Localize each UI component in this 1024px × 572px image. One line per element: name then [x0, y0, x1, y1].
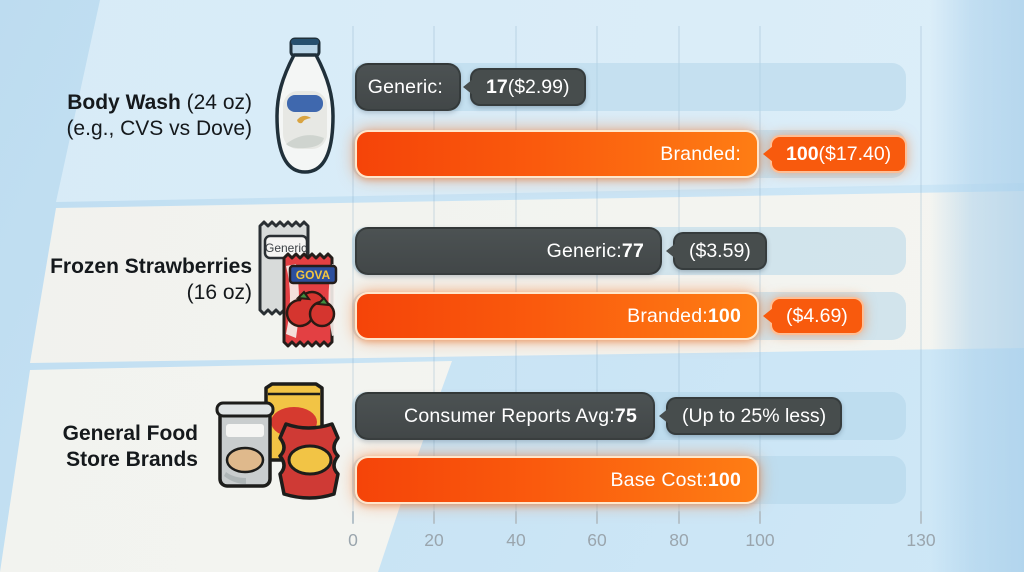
callout-strawberries-generic: ($3.59) [666, 232, 767, 270]
axis-tick [920, 511, 922, 524]
category-name-line2: Store Brands [66, 448, 198, 471]
bar-label: Branded: [660, 142, 741, 165]
axis-tick [352, 511, 354, 524]
callout-arrow [763, 146, 773, 162]
axis-tick [515, 511, 517, 524]
right-edge-tint [930, 0, 1024, 572]
axis-label-40: 40 [506, 530, 526, 550]
strawberry-bags-icon: Generic GOVA [258, 220, 338, 348]
category-subtitle: (e.g., CVS vs Dove) [66, 117, 252, 140]
category-name: General Food [62, 422, 198, 445]
gridline-130 [920, 26, 922, 518]
axis-label-80: 80 [669, 530, 689, 550]
callout-value: 17 [486, 75, 508, 98]
bar-bodywash-branded: Branded: [355, 130, 759, 178]
bar-label: Consumer Reports Avg: [404, 404, 615, 427]
callout-arrow [463, 79, 473, 95]
callout-food-consumer-reports: (Up to 25% less) [659, 397, 843, 435]
axis-label-60: 60 [587, 530, 607, 550]
category-name: Body Wash [67, 91, 181, 114]
category-size: (24 oz) [180, 91, 252, 114]
bar-value: 75 [614, 404, 637, 427]
callout-price: ($4.69) [786, 304, 848, 327]
bar-food-base-cost: Base Cost: 100 [355, 456, 759, 504]
gridline-0 [352, 26, 354, 518]
category-name: Frozen Strawberries [50, 255, 252, 278]
axis-label-130: 130 [906, 530, 936, 550]
callout-value: 100 [786, 142, 819, 165]
callout-strawberries-branded: ($4.69) [763, 297, 864, 335]
body-wash-bottle-icon [275, 37, 335, 174]
callout-price: ($17.40) [818, 142, 892, 165]
bar-value: 100 [707, 304, 741, 327]
category-label-food-brands: General Food Store Brands [16, 421, 198, 473]
bar-label: Branded: [627, 304, 708, 327]
bar-label: Generic: [367, 75, 443, 98]
callout-arrow [763, 308, 773, 324]
bar-strawberries-generic: Generic: 77 [355, 227, 662, 275]
bar-label: Base Cost: [610, 468, 708, 491]
brand-bag-label: GOVA [296, 268, 331, 282]
callout-price: ($2.99) [507, 75, 570, 98]
category-label-body-wash: Body Wash (24 oz) (e.g., CVS vs Dove) [28, 90, 252, 142]
callout-arrow [666, 243, 676, 259]
category-label-strawberries: Frozen Strawberries (16 oz) [16, 254, 252, 306]
bar-bodywash-generic: Generic: [355, 63, 461, 111]
bar-food-consumer-reports: Consumer Reports Avg: 75 [355, 392, 655, 440]
food-items-icon [215, 382, 340, 500]
axis-tick [678, 511, 680, 524]
bar-value: 100 [707, 468, 741, 491]
callout-bodywash-branded: 100 ($17.40) [763, 135, 908, 173]
bar-value: 77 [621, 239, 644, 262]
callout-arrow [659, 408, 669, 424]
axis-tick [596, 511, 598, 524]
axis-tick [759, 511, 761, 524]
axis-label-100: 100 [745, 530, 775, 550]
axis-label-0: 0 [348, 530, 358, 550]
callout-bodywash-generic: 17 ($2.99) [463, 68, 586, 106]
callout-note: (Up to 25% less) [682, 404, 827, 427]
category-size: (16 oz) [186, 281, 252, 304]
bar-strawberries-branded: Branded: 100 [355, 292, 759, 340]
axis-label-20: 20 [424, 530, 444, 550]
generic-bag-label: Generic [265, 241, 307, 255]
axis-tick [433, 511, 435, 524]
callout-price: ($3.59) [689, 239, 751, 262]
bar-label: Generic: [546, 239, 622, 262]
